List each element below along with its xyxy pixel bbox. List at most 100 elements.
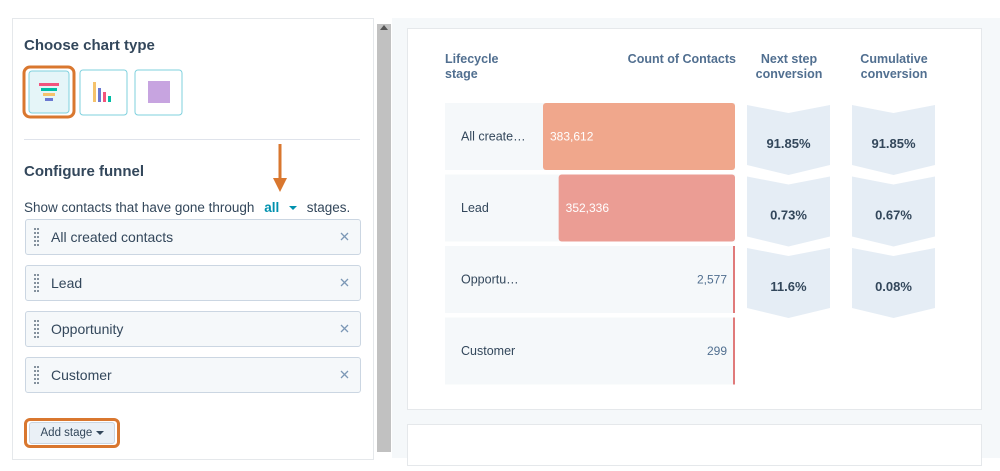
drag-handle — [34, 244, 36, 246]
conversion-label: 0.08% — [875, 279, 912, 294]
drag-handle — [37, 366, 39, 368]
chart-type-icons — [22, 65, 183, 119]
highlight — [24, 418, 120, 448]
funnel-icon[interactable] — [28, 70, 70, 114]
drag-handle — [37, 290, 39, 292]
chart-type-title: Choose chart type — [24, 37, 155, 54]
drag-handle — [34, 370, 36, 372]
drag-handle — [34, 332, 36, 334]
conversion-chevron — [852, 248, 935, 318]
drag-handle — [37, 374, 39, 376]
drag-handle — [34, 290, 36, 292]
conversion-label: 0.67% — [875, 208, 912, 223]
value-label: 383,612 — [550, 130, 594, 144]
drag-handle — [37, 274, 39, 276]
conversion-label: 11.6% — [770, 279, 807, 294]
remove-icon[interactable] — [340, 324, 349, 333]
header: Lifecycle stage — [445, 52, 499, 81]
drag-handle — [37, 378, 39, 380]
drag-handle — [37, 286, 39, 288]
header: Next step conversion — [755, 52, 823, 81]
value-label: 299 — [707, 344, 727, 358]
drag-handle — [34, 286, 36, 288]
report-card — [407, 424, 982, 466]
stage-label: Customer — [461, 344, 515, 358]
remove-icon[interactable] — [340, 232, 349, 241]
bar — [733, 317, 735, 385]
stage-label: Opportunity — [51, 321, 124, 337]
conversion-chevron — [852, 176, 935, 247]
drag-handle — [37, 328, 39, 330]
bar — [543, 103, 735, 170]
drag-handle — [37, 278, 39, 280]
header: Count of Contacts — [627, 52, 736, 66]
drag-handle — [34, 324, 36, 326]
drag-handle — [37, 370, 39, 372]
drag-handle — [34, 366, 36, 368]
drag-handle — [37, 228, 39, 230]
show-prefix: Show contacts that have gone through — [24, 200, 255, 215]
add-stage-button[interactable]: Add stage — [29, 422, 115, 444]
drag-handle — [34, 232, 36, 234]
scrollbar[interactable] — [377, 24, 391, 452]
drag-handle — [34, 382, 36, 384]
drag-handle — [34, 278, 36, 280]
annotation-arrow — [273, 144, 287, 192]
drag-handle — [37, 282, 39, 284]
show-option[interactable]: all — [264, 200, 280, 215]
stage-item[interactable]: Opportunity — [25, 311, 361, 347]
conversion-label: 0.73% — [770, 208, 807, 223]
stage-label: Opportu… — [461, 273, 519, 287]
conversion-label: 91.85% — [871, 136, 916, 151]
drag-handle — [37, 382, 39, 384]
bar — [558, 174, 735, 242]
header: Cumulative conversion — [860, 52, 928, 81]
show-suffix: stages. — [306, 200, 351, 215]
stage-label: All create… — [461, 130, 526, 144]
conversion-chevron — [747, 248, 830, 318]
conversion-chevron — [852, 105, 935, 175]
stage-item[interactable]: Lead — [25, 265, 361, 301]
drag-handle — [37, 332, 39, 334]
stage-item[interactable]: All created contacts — [25, 219, 361, 255]
drag-handle — [37, 232, 39, 234]
drag-handle — [34, 228, 36, 230]
stage-label: Lead — [461, 201, 489, 215]
remove-icon[interactable] — [340, 278, 349, 287]
dropdown-caret — [288, 206, 297, 211]
drag-handle — [34, 240, 36, 242]
remove-icon[interactable] — [340, 370, 349, 379]
row-background — [445, 246, 735, 313]
stage-label: All created contacts — [51, 229, 174, 245]
value-label: 2,577 — [697, 273, 727, 287]
drag-handle — [37, 324, 39, 326]
drag-handle — [37, 244, 39, 246]
row-background — [445, 317, 735, 385]
drag-handle — [37, 320, 39, 322]
stage-label: Customer — [51, 367, 112, 383]
conversion-chevron — [747, 105, 830, 175]
drag-handle — [34, 274, 36, 276]
conversion-chevron — [747, 176, 830, 247]
divider — [24, 139, 360, 140]
drag-handle — [34, 374, 36, 376]
show-line: Show contacts that have gone through all… — [24, 200, 350, 215]
conversion-label: 91.85% — [766, 136, 811, 151]
drag-handle — [34, 336, 36, 338]
drag-handle — [34, 236, 36, 238]
stage-item[interactable]: Customer — [25, 357, 361, 393]
value-label: 352,336 — [566, 201, 610, 215]
configure-title: Configure funnel — [24, 163, 144, 180]
highlight — [22, 65, 76, 119]
drag-handle — [34, 282, 36, 284]
drag-handle — [34, 328, 36, 330]
stage-label: Lead — [51, 275, 83, 291]
add-stage-label: Add stage — [40, 427, 93, 439]
drag-handle — [37, 236, 39, 238]
drag-handle — [37, 240, 39, 242]
bar — [733, 246, 735, 313]
drag-handle — [37, 336, 39, 338]
drag-handle — [34, 320, 36, 322]
